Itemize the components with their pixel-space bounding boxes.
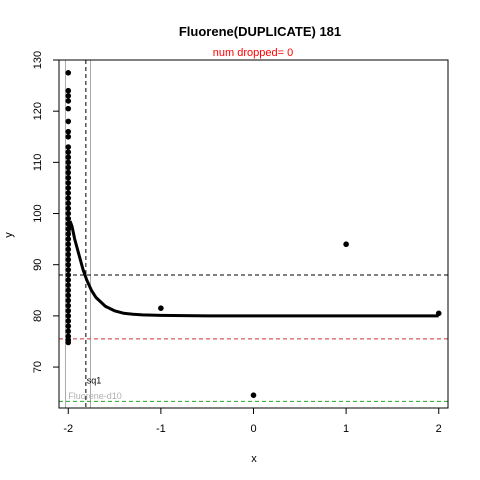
y-tick-label-3: 100 — [32, 204, 44, 222]
data-point-13 — [65, 169, 72, 176]
data-point-15 — [65, 180, 72, 186]
y-tick-label-6: 130 — [32, 51, 44, 69]
data-point-51 — [435, 310, 442, 317]
data-point-41 — [65, 313, 72, 319]
y-tick-label-1: 80 — [32, 310, 44, 322]
data-point-30 — [65, 256, 72, 263]
data-point-18 — [65, 195, 72, 201]
annotation-1: Fluorene-d10 — [68, 391, 122, 401]
data-point-38 — [65, 297, 72, 304]
data-point-48 — [158, 305, 164, 312]
data-point-25 — [65, 231, 72, 237]
data-point-6 — [65, 128, 72, 135]
data-point-35 — [65, 282, 72, 288]
data-point-10 — [65, 154, 72, 161]
x-tick-label-2: 0 — [250, 423, 256, 435]
data-point-24 — [65, 226, 72, 232]
y-tick-label-5: 120 — [32, 102, 44, 120]
data-point-1 — [65, 87, 72, 94]
data-point-43 — [65, 323, 72, 329]
data-point-28 — [65, 246, 72, 253]
data-point-3 — [65, 98, 72, 104]
data-point-32 — [65, 267, 72, 273]
data-point-42 — [65, 318, 72, 324]
data-point-27 — [65, 241, 72, 248]
data-point-19 — [65, 200, 72, 207]
data-point-9 — [65, 149, 72, 155]
plot-frame — [58, 59, 449, 409]
data-point-2 — [65, 93, 72, 99]
data-point-14 — [65, 174, 72, 181]
y-axis-label: y — [3, 232, 15, 238]
x-tick-label-1: -1 — [156, 423, 166, 435]
reference-lines — [59, 60, 448, 408]
annotations: sq1 Fluorene-d10 — [68, 375, 122, 400]
data-point-0 — [65, 69, 72, 76]
data-point-16 — [65, 185, 72, 191]
data-point-26 — [65, 236, 72, 242]
data-point-12 — [65, 164, 72, 171]
data-point-33 — [65, 272, 72, 278]
data-point-31 — [65, 261, 72, 268]
data-point-4 — [65, 105, 72, 112]
x-tick-label-3: 1 — [343, 423, 349, 435]
annotation-0: sq1 — [87, 375, 102, 385]
data-point-11 — [65, 159, 72, 166]
x-axis-label: x — [251, 453, 257, 465]
data-point-21 — [65, 210, 72, 217]
x-tick-label-4: 2 — [436, 423, 442, 435]
data-point-39 — [65, 302, 72, 309]
data-point-34 — [65, 277, 72, 283]
data-point-40 — [65, 307, 72, 314]
chart-subtitle: num dropped= 0 — [213, 47, 293, 59]
data-point-22 — [65, 215, 72, 222]
data-point-49 — [250, 392, 257, 399]
fit-curve-layer — [66, 220, 439, 318]
data-point-20 — [65, 205, 72, 212]
data-point-5 — [65, 118, 72, 125]
fit-curve — [66, 220, 439, 318]
data-point-29 — [65, 251, 72, 258]
y-tick-label-0: 70 — [32, 361, 44, 373]
data-point-37 — [65, 292, 72, 299]
data-point-36 — [65, 287, 72, 294]
data-point-7 — [65, 133, 72, 140]
data-point-17 — [65, 190, 72, 196]
x-tick-label-0: -2 — [63, 423, 73, 435]
y-tick-label-4: 110 — [32, 154, 44, 172]
data-points — [65, 69, 442, 399]
chart-title: Fluorene(DUPLICATE) 181 — [179, 24, 341, 39]
data-point-50 — [343, 241, 349, 248]
data-point-23 — [65, 220, 72, 227]
data-point-44 — [65, 328, 72, 335]
y-tick-label-2: 90 — [32, 259, 44, 271]
data-point-8 — [65, 144, 72, 150]
data-point-47 — [65, 339, 72, 346]
